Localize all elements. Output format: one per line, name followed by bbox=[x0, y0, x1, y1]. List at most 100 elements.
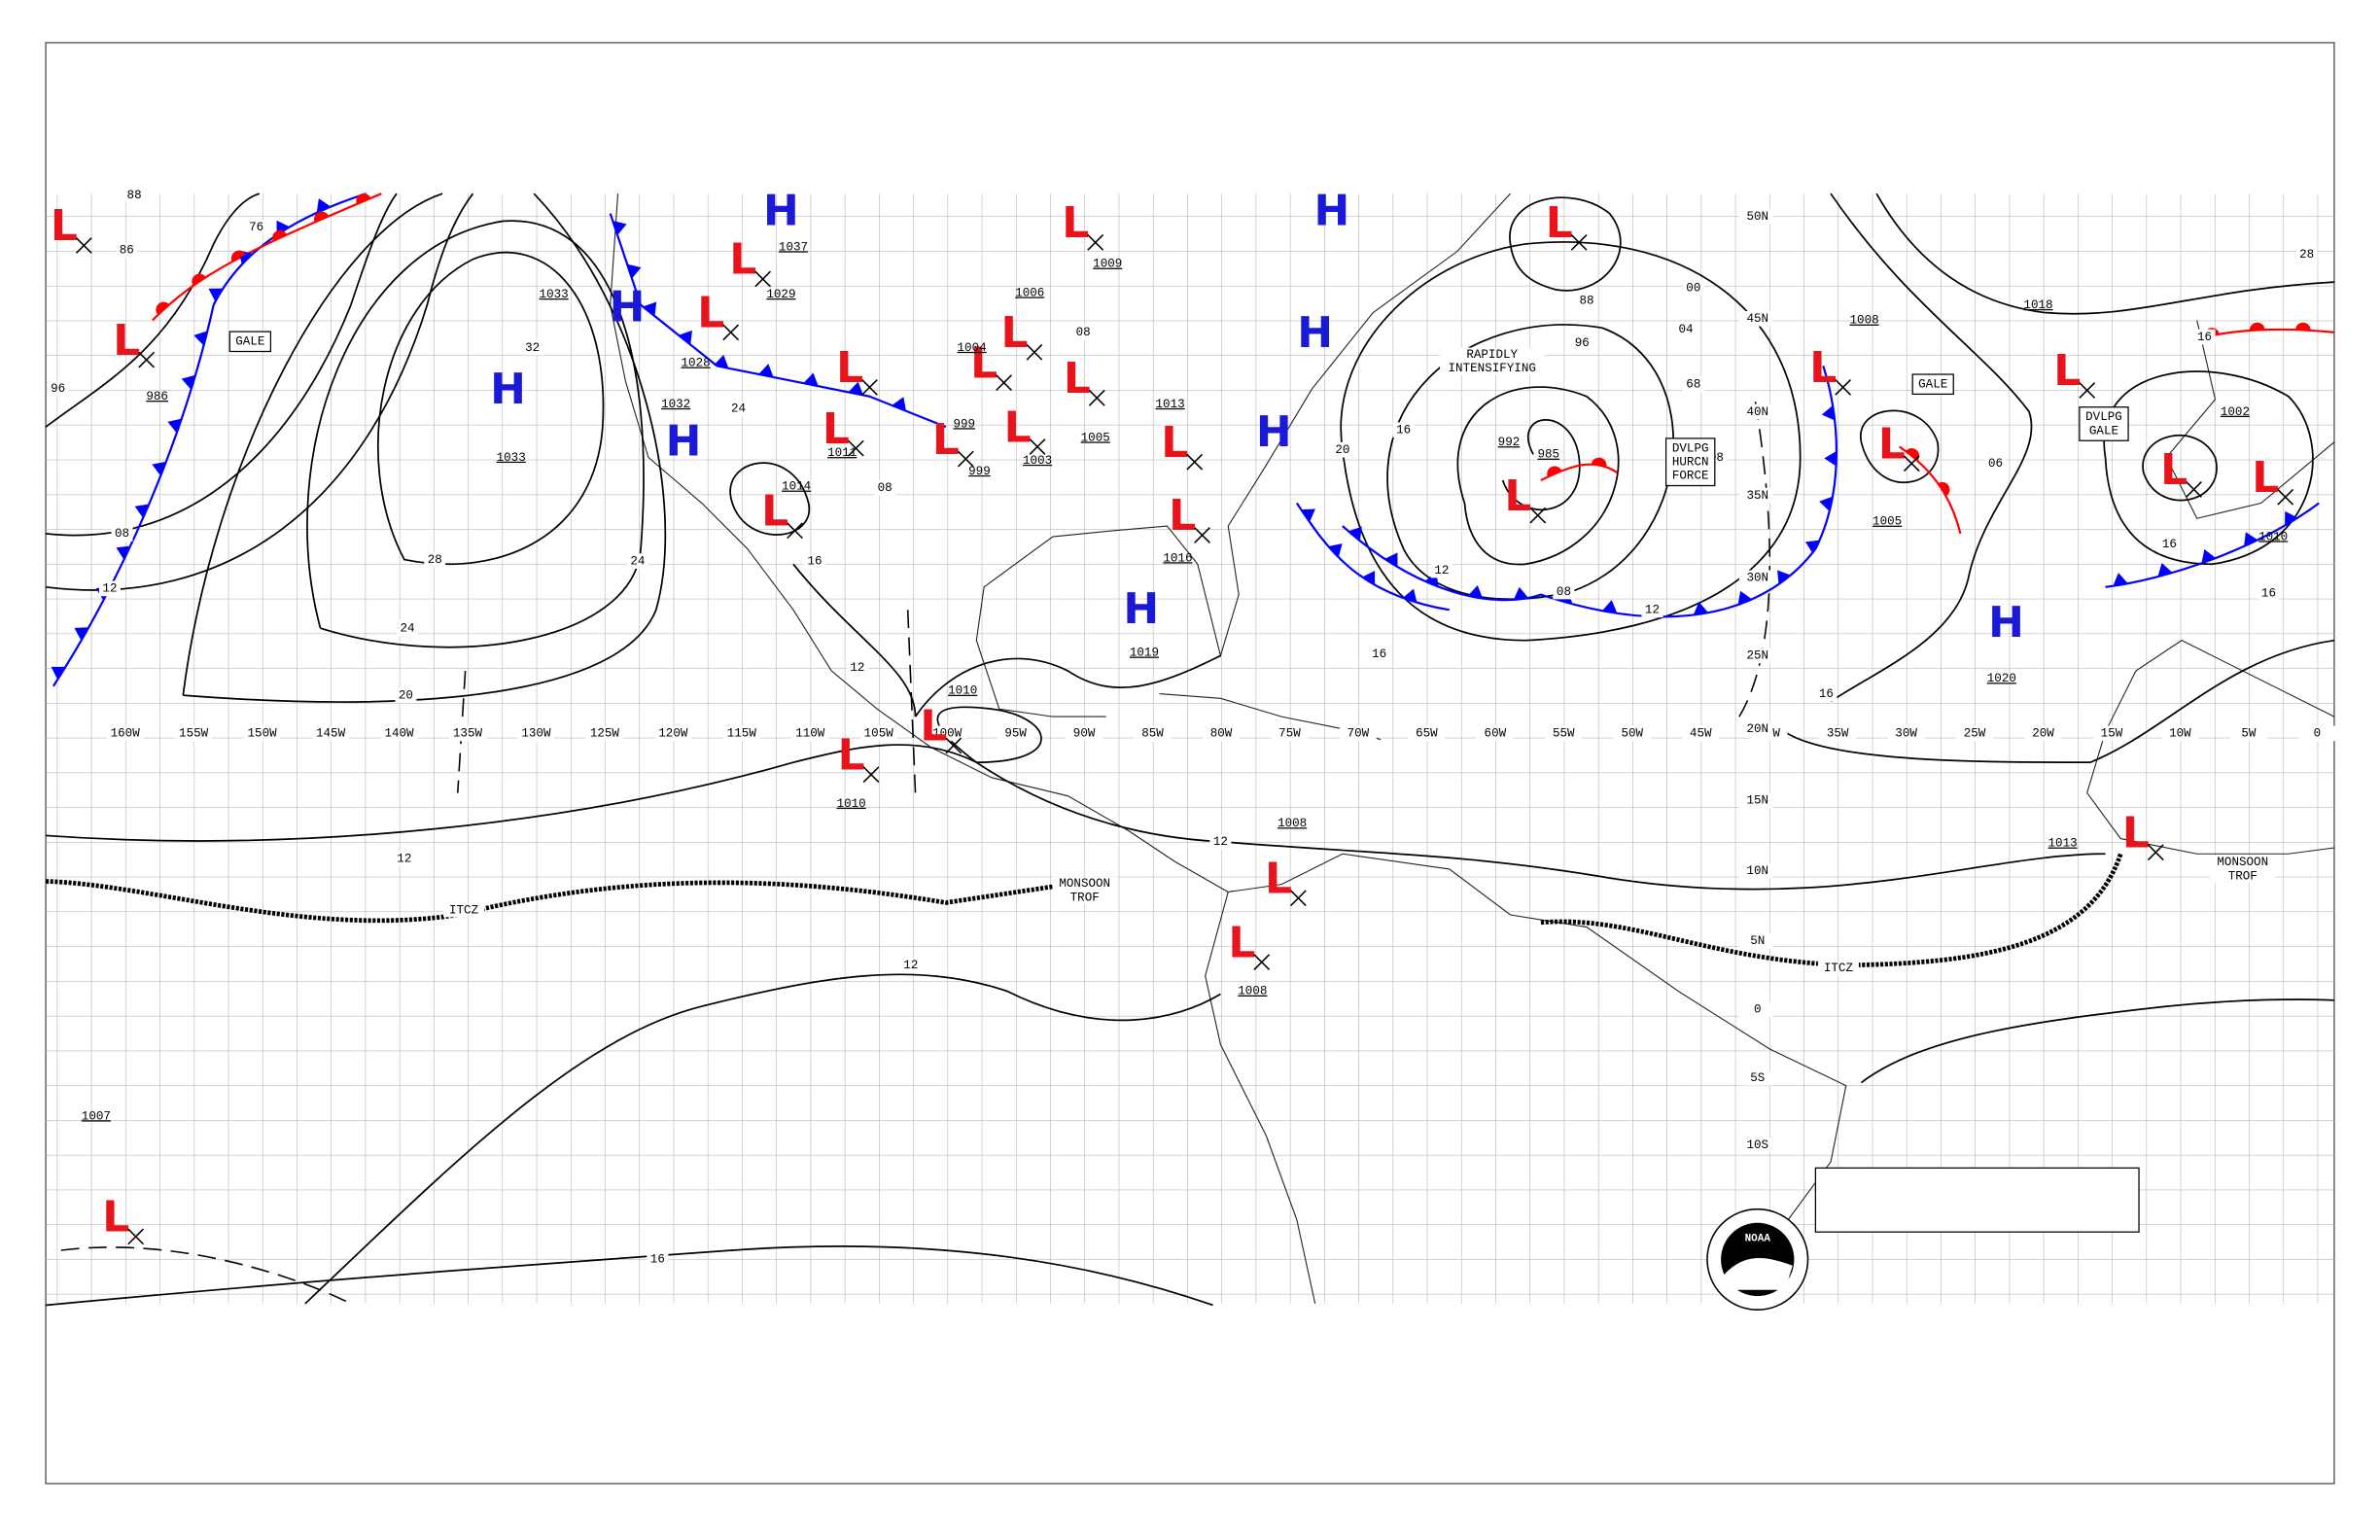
front-symbol bbox=[643, 301, 657, 317]
longitude-label: 75W bbox=[1278, 727, 1301, 741]
isobar bbox=[45, 1245, 1213, 1307]
label-bg bbox=[245, 219, 267, 235]
pressure-label: 986 bbox=[146, 390, 168, 403]
longitude-label: 160W bbox=[111, 727, 141, 741]
label-bg bbox=[1738, 1069, 1773, 1086]
low-center: L bbox=[729, 235, 756, 285]
low-center: L bbox=[1064, 354, 1091, 403]
label-bg bbox=[1682, 376, 1704, 393]
longitude-label: 150W bbox=[248, 727, 278, 741]
isobar bbox=[2103, 370, 2314, 566]
low-center: L bbox=[1062, 198, 1089, 248]
isobar bbox=[1509, 196, 1622, 292]
longitude-label: 125W bbox=[590, 727, 620, 741]
low-center: L bbox=[822, 404, 850, 454]
label-bg bbox=[1576, 293, 1597, 308]
center-pressure: 1011 bbox=[827, 446, 857, 460]
label-bg bbox=[1956, 725, 1993, 742]
annotation: TROF bbox=[1070, 891, 1100, 904]
label-bg bbox=[243, 725, 281, 742]
center-pressure: 1033 bbox=[497, 451, 526, 465]
center-mark bbox=[862, 766, 880, 784]
label-bg bbox=[1738, 792, 1773, 809]
isobar-label: 12 bbox=[102, 582, 117, 596]
high-center: H bbox=[1314, 187, 1350, 236]
isobar bbox=[1830, 192, 2033, 703]
label-bg bbox=[1682, 725, 1720, 742]
isobars bbox=[45, 192, 2335, 1307]
isobar bbox=[45, 192, 474, 591]
low-center: L bbox=[113, 316, 140, 366]
front-symbol bbox=[1906, 448, 1920, 461]
front-symbol bbox=[316, 198, 332, 213]
low-center: L bbox=[1265, 854, 1292, 903]
annotation: GALE bbox=[2089, 424, 2118, 438]
labels: 160W 155W 150W 145W 140W 135W 130W 125W 120W 115W… bbox=[47, 187, 2336, 1268]
low-center: L bbox=[1169, 491, 1196, 541]
center-mark bbox=[722, 324, 740, 341]
longitude-label: 35W bbox=[1827, 727, 1849, 741]
isobar bbox=[2142, 434, 2218, 502]
center-mark bbox=[2186, 481, 2202, 498]
frame bbox=[45, 42, 2335, 1485]
center-pressure: 1037 bbox=[779, 240, 808, 254]
front-symbol bbox=[181, 374, 196, 390]
longitude-label: 140W bbox=[384, 727, 414, 741]
longitude-label: 85W bbox=[1141, 727, 1164, 741]
front-symbol bbox=[803, 372, 819, 387]
center-pressure: 1014 bbox=[782, 480, 811, 494]
longitude-label: 100W bbox=[932, 727, 962, 741]
isobar-label: 68 bbox=[1686, 378, 1700, 392]
front-symbol bbox=[192, 273, 206, 286]
center-mark bbox=[127, 1228, 145, 1245]
low-center: L bbox=[1004, 402, 1032, 452]
isobar-label: 06 bbox=[1988, 457, 2003, 471]
front-symbol bbox=[1591, 457, 1607, 467]
front-symbol bbox=[116, 545, 131, 560]
label-bg bbox=[2093, 725, 2130, 742]
low-center: L bbox=[1878, 420, 1906, 470]
front-symbol bbox=[612, 221, 627, 235]
isobar-label: 16 bbox=[807, 554, 822, 568]
center-pressure: 1018 bbox=[2023, 298, 2052, 312]
longitude-label: 55W bbox=[1553, 727, 1575, 741]
label-bg bbox=[1072, 325, 1095, 340]
isobar-label: 20 bbox=[399, 688, 413, 702]
label-bg bbox=[2161, 725, 2199, 742]
low-center: L bbox=[2122, 808, 2150, 858]
label-bg bbox=[1052, 876, 1117, 905]
label-bg bbox=[654, 725, 692, 742]
isobar-label: 16 bbox=[1372, 648, 1386, 661]
center-pressure: 1032 bbox=[661, 398, 690, 411]
warm-front bbox=[152, 192, 382, 322]
center-mark bbox=[1253, 954, 1271, 971]
label-bg bbox=[2158, 537, 2181, 552]
isobar-label: 32 bbox=[525, 341, 540, 355]
label-bg bbox=[123, 187, 146, 203]
front-symbol bbox=[2295, 322, 2311, 331]
low-center: L bbox=[697, 289, 724, 338]
center-pressure: 1010 bbox=[2258, 530, 2288, 543]
front-symbol bbox=[2285, 510, 2298, 526]
isobar-label: 96 bbox=[1575, 336, 1590, 350]
front-symbol bbox=[1824, 450, 1838, 467]
longitude-label: 130W bbox=[521, 727, 551, 741]
label-bg bbox=[1271, 725, 1309, 742]
warm-front bbox=[1540, 463, 1618, 482]
longitude-label: 45W bbox=[1690, 727, 1712, 741]
label-bg bbox=[1682, 280, 1704, 297]
center-pressure: 1013 bbox=[2048, 837, 2078, 851]
annotation: RAPIDLY bbox=[1466, 348, 1518, 362]
isobar bbox=[1456, 386, 1620, 566]
longitude-label: 90W bbox=[1073, 727, 1096, 741]
isobar bbox=[729, 462, 811, 536]
longitude-label: 70W bbox=[1348, 727, 1370, 741]
front-symbol bbox=[74, 627, 89, 641]
front-symbol bbox=[1693, 602, 1709, 615]
longitude-label: 60W bbox=[1485, 727, 1507, 741]
annotation: INTENSIFYING bbox=[1449, 362, 1536, 375]
isobar-label: 12 bbox=[1213, 835, 1228, 849]
label-bg bbox=[647, 1251, 669, 1268]
label-bg bbox=[2024, 725, 2062, 742]
